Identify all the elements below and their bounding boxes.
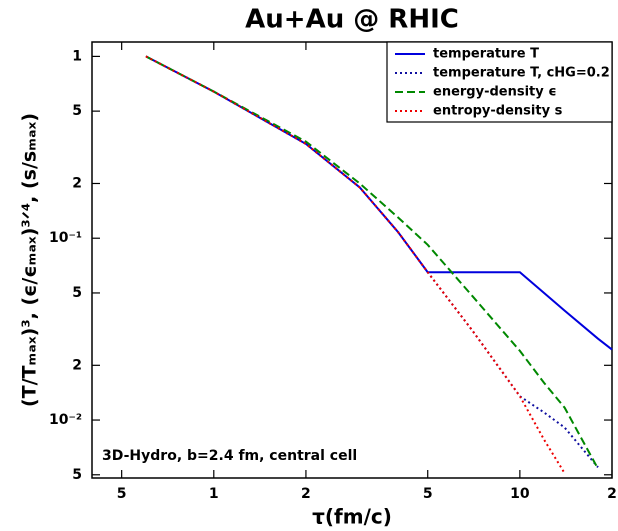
- y-tick-label: 5: [72, 103, 82, 119]
- x-tick-label: 10: [510, 486, 530, 502]
- series-line: [145, 55, 599, 470]
- legend-label: energy-density ϵ: [433, 85, 557, 100]
- x-axis-label: τ(fm/c): [312, 505, 392, 529]
- y-tick-label: 10⁻¹: [49, 230, 82, 246]
- series-line: [145, 55, 566, 474]
- y-tick-label: 1: [72, 48, 82, 64]
- x-tick-label: 5: [117, 486, 127, 502]
- plot-frame: [91, 41, 613, 479]
- series-line: [145, 55, 613, 351]
- x-tick-label: 2: [607, 486, 617, 502]
- x-tick-label: 2: [301, 486, 311, 502]
- y-tick-label: 2: [72, 175, 82, 191]
- y-axis-label: (T/Tₘₐₓ)³, (ϵ/ϵₘₐₓ)³ᐟ⁴, (s/sₘₐₓ): [19, 113, 41, 407]
- legend-box: [386, 41, 613, 123]
- y-tick-label: 10⁻²: [49, 412, 82, 428]
- y-tick-label: 5: [72, 467, 82, 483]
- annotation: 3D-Hydro, b=2.4 fm, central cell: [102, 448, 357, 464]
- legend-label: temperature T, cHG=0.2: [433, 66, 610, 81]
- y-tick-label: 5: [72, 285, 82, 301]
- legend-label: entropy-density s: [433, 104, 563, 119]
- chart-title: Au+Au @ RHIC: [245, 5, 459, 35]
- x-tick-label: 1: [209, 486, 219, 502]
- legend-label: temperature T: [433, 47, 539, 62]
- y-tick-label: 2: [72, 357, 82, 373]
- x-tick-label: 5: [423, 486, 433, 502]
